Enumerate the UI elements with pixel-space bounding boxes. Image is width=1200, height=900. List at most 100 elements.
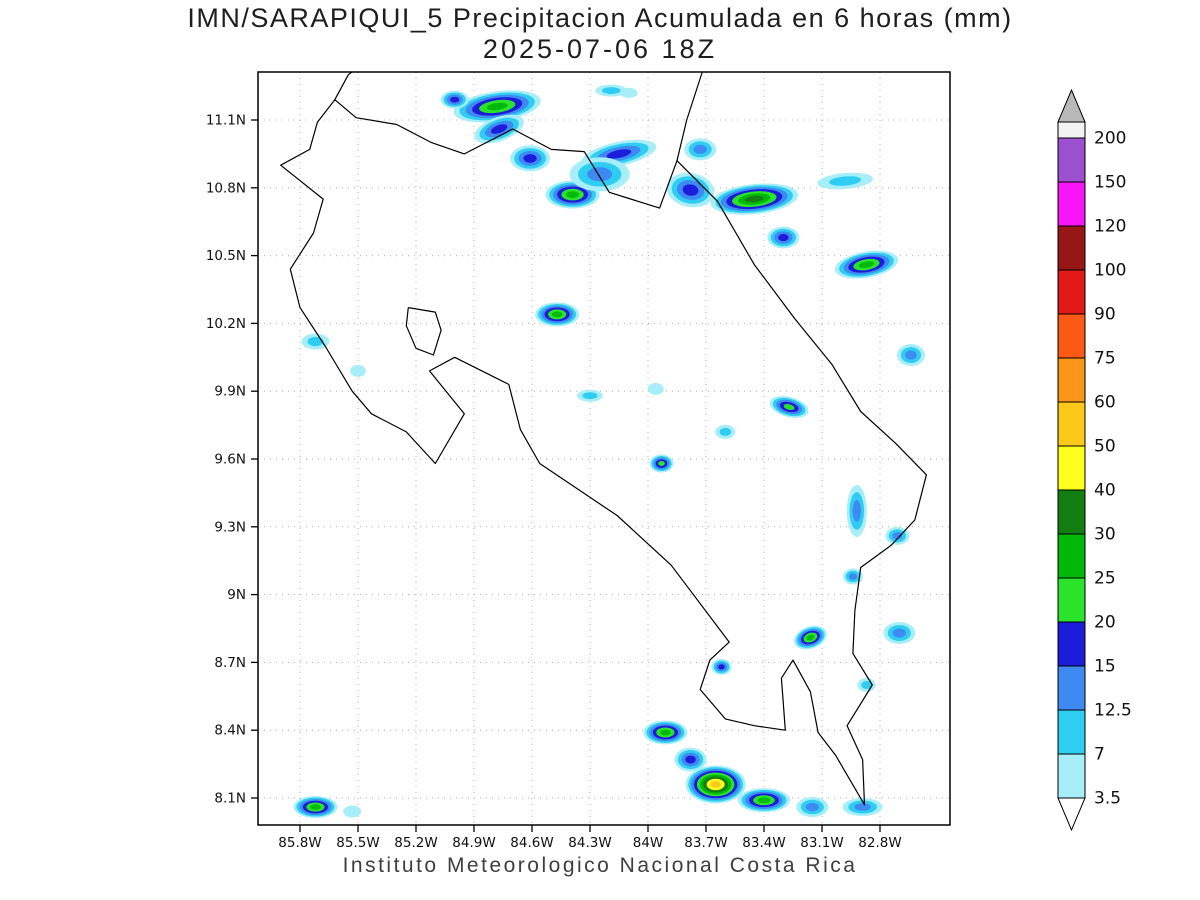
- precip-contour-band: [450, 96, 460, 103]
- x-tick-label: 85.8W: [278, 835, 321, 851]
- x-tick-label: 84W: [633, 835, 664, 851]
- colorbar-tick-label: 30: [1094, 525, 1116, 545]
- precip-cell: [510, 145, 551, 172]
- colorbar-tick-label: 90: [1094, 305, 1116, 325]
- precip-cell: [440, 90, 469, 109]
- coastline-costa-rica: [280, 99, 928, 806]
- colorbar-band: [1057, 401, 1086, 447]
- colorbar-tick-label: 20: [1094, 613, 1116, 633]
- precip-contour-band: [343, 805, 362, 818]
- colorbar-band: [1057, 121, 1086, 139]
- precip-contour-band: [854, 803, 871, 811]
- colorbar-tick-label: 3.5: [1094, 789, 1121, 809]
- precip-contour-band: [718, 664, 725, 670]
- precip-contour-band: [806, 634, 815, 641]
- precip-contour-band: [745, 195, 764, 203]
- precip-contour-band: [858, 261, 874, 268]
- precip-cell: [576, 389, 603, 402]
- gulf-of-nicoya-island-outline: [405, 307, 442, 356]
- precip-cell: [619, 87, 638, 98]
- precip-cell: [767, 226, 800, 249]
- precip-cell: [666, 172, 715, 208]
- precip-cell: [883, 622, 916, 645]
- precip-cell: [349, 364, 366, 377]
- colorbar-band: [1057, 269, 1086, 315]
- colorbar-tick-label: 15: [1094, 657, 1116, 677]
- precipitation-shading: [293, 84, 925, 819]
- precip-cell: [293, 796, 338, 819]
- chart-subtitle-datetime: 2025-07-06 18Z: [482, 34, 718, 64]
- y-tick-label: 9.6N: [214, 452, 246, 468]
- precip-contour-band: [685, 755, 696, 764]
- colorbar-band: [1057, 577, 1086, 623]
- precip-cell: [343, 805, 362, 818]
- x-tick-label: 85.2W: [394, 835, 437, 851]
- precip-contour-band: [587, 167, 613, 182]
- precip-contour-band: [566, 191, 580, 198]
- x-tick-label: 84.3W: [568, 835, 611, 851]
- precip-cell: [842, 568, 863, 585]
- precip-cell: [737, 788, 790, 813]
- precip-contour-band: [490, 124, 508, 134]
- precip-contour-band: [660, 729, 671, 736]
- precip-contour-band: [310, 804, 321, 810]
- y-tick-label: 9N: [227, 587, 246, 603]
- precip-contour-band: [349, 364, 366, 377]
- colorbar-tick-label: 75: [1094, 349, 1116, 369]
- y-tick-label: 8.4N: [214, 723, 246, 739]
- precip-contour-band: [848, 573, 858, 580]
- precip-cell: [685, 765, 746, 804]
- precip-cell: [684, 138, 717, 161]
- x-tick-label: 83.1W: [800, 835, 843, 851]
- colorbar-tick-label: 60: [1094, 393, 1116, 413]
- colorbar-band: [1057, 621, 1086, 667]
- x-tick-label: 83.7W: [684, 835, 727, 851]
- precip-contour-band: [658, 461, 665, 467]
- colorbar-tick-label: 100: [1094, 261, 1126, 281]
- precip-contour-band: [852, 500, 861, 522]
- colorbar-band: [1057, 709, 1086, 755]
- y-tick-label: 10.5N: [206, 248, 246, 264]
- colorbar-band: [1057, 753, 1086, 799]
- precip-contour-band: [602, 87, 621, 95]
- y-tick-label: 9.9N: [214, 384, 246, 400]
- border-line-nicaragua: [334, 72, 353, 100]
- precip-cell: [711, 658, 732, 675]
- y-tick-label: 10.8N: [206, 180, 246, 196]
- chart-title: IMN/SARAPIQUI_5 Precipitacion Acumulada …: [187, 3, 1013, 33]
- colorbar-tick-label: 25: [1094, 569, 1116, 589]
- precip-cell: [885, 526, 910, 545]
- precip-cell: [896, 344, 925, 367]
- precip-cell: [569, 157, 630, 192]
- precip-contour-band: [783, 403, 795, 411]
- colorbar-tick-label: 12.5: [1094, 701, 1132, 721]
- x-tick-label: 84.6W: [510, 835, 553, 851]
- precip-contour-band: [486, 102, 508, 111]
- plot-frame: [257, 71, 951, 826]
- precip-cell: [453, 90, 541, 123]
- colorbar-band: [1057, 181, 1086, 227]
- colorbar: 200 150 120 100 90 75 60 50 40 30 25 20 15 12.5 7 3.5: [1057, 88, 1132, 832]
- precip-contour-band: [892, 532, 903, 540]
- precip-contour-band: [805, 802, 819, 812]
- precip-cell: [301, 333, 330, 350]
- precip-cell: [715, 424, 736, 439]
- precip-cell: [834, 250, 899, 279]
- y-tick-label: 8.1N: [214, 791, 246, 807]
- colorbar-tick-label: 120: [1094, 217, 1126, 237]
- precip-contour-band: [905, 350, 917, 360]
- y-tick-label: 10.2N: [206, 316, 246, 332]
- precip-cell: [817, 172, 874, 190]
- precip-cell: [674, 747, 707, 772]
- precip-cell: [796, 797, 829, 818]
- precip-cell: [793, 625, 827, 650]
- colorbar-band: [1057, 313, 1086, 359]
- precip-cell: [842, 798, 883, 817]
- precip-cell: [769, 396, 809, 418]
- precip-contour-band: [892, 628, 906, 638]
- precip-contour-band: [861, 680, 872, 690]
- colorbar-band: [1057, 225, 1086, 271]
- coastline-group: [280, 72, 928, 806]
